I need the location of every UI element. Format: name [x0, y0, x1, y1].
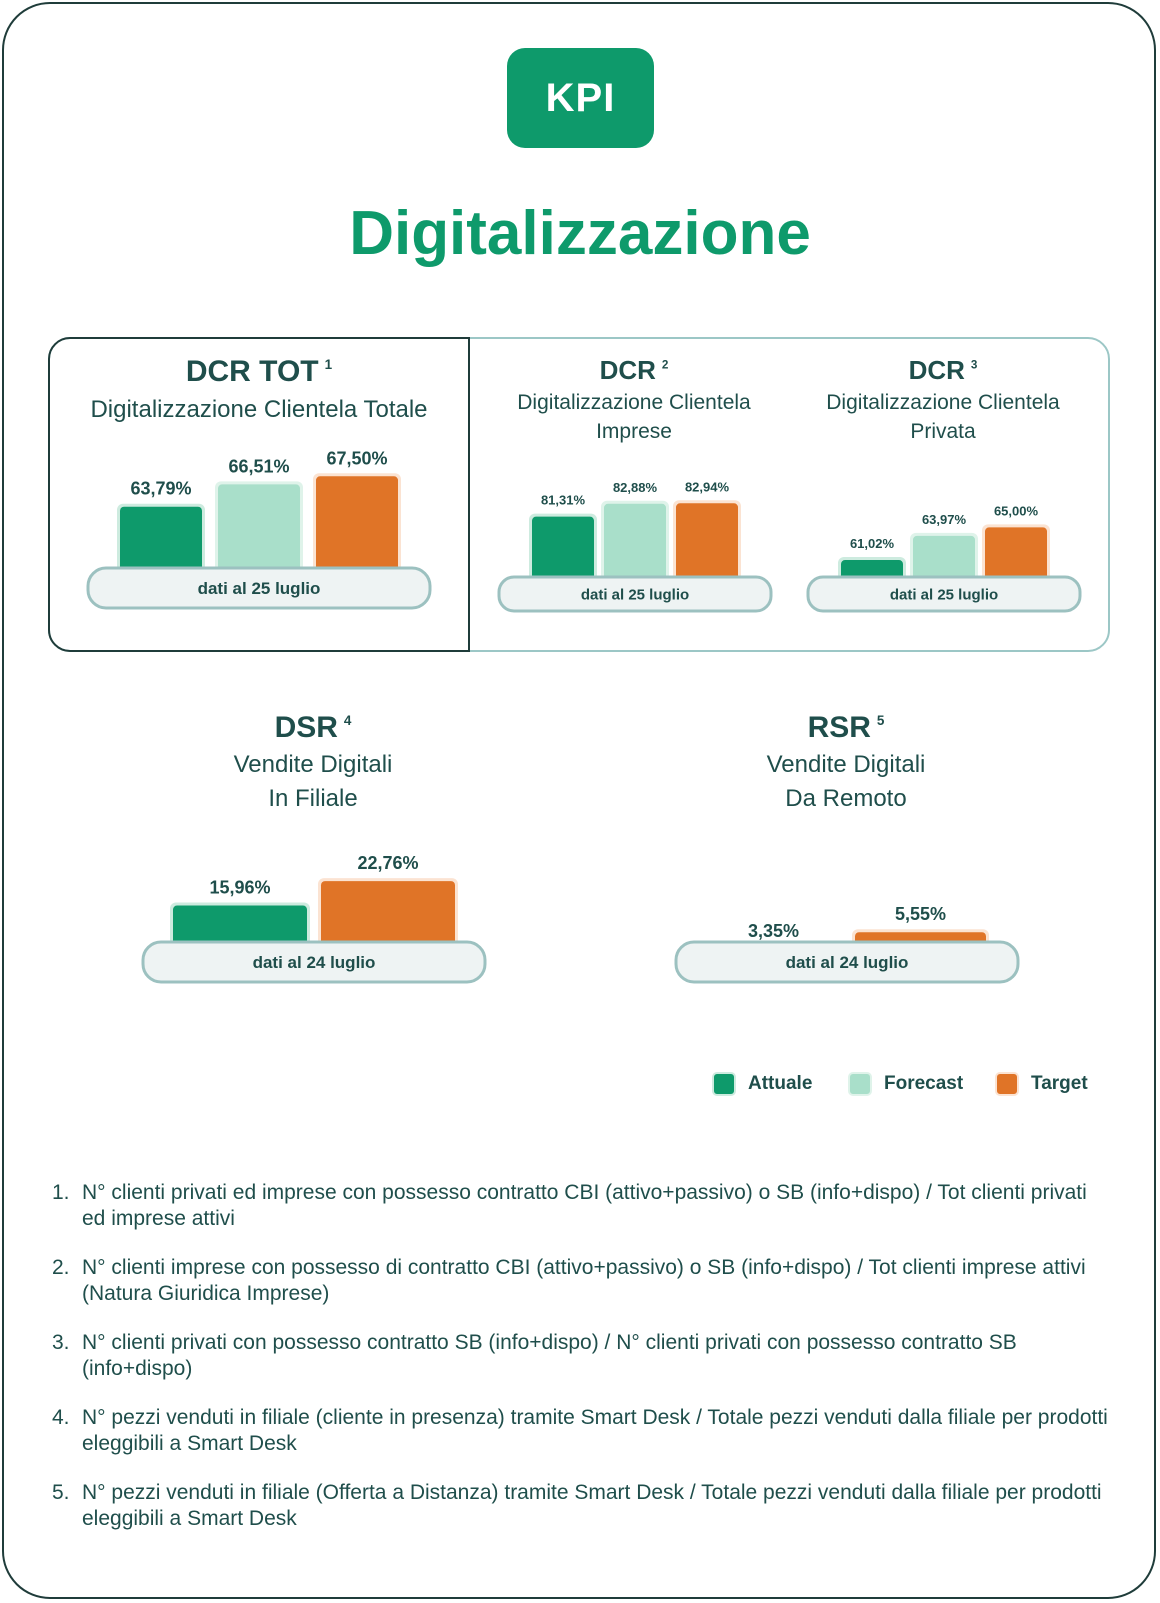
date-label: dati al 25 luglio [890, 586, 998, 603]
chart-subtitle: Digitalizzazione Clientela [826, 391, 1060, 414]
kpi-badge: KPI [507, 48, 654, 148]
data-label: 67,50% [326, 448, 387, 468]
footnote-number: 5. [52, 1481, 70, 1504]
legend-swatch [848, 1072, 872, 1096]
date-pill [806, 575, 1082, 613]
chart-1: DCR TOT 1 Digitalizzazione Clientela Total… [86, 355, 432, 610]
chart-3: DCR 3 Digitalizzazione Clientela Privata 61,… [806, 355, 1082, 613]
data-label: 63,97% [922, 512, 967, 527]
data-label: 22,76% [357, 853, 418, 873]
date-label: dati al 24 luglio [786, 953, 909, 972]
date-label: dati al 25 luglio [581, 586, 689, 603]
footnote-ref: 1 [325, 357, 333, 372]
chart-subtitle: Privata [910, 420, 976, 443]
data-label: 66,51% [228, 456, 289, 476]
page-title: Digitalizzazione [349, 199, 811, 268]
data-label: 82,94% [685, 479, 730, 494]
footnote-text: N° pezzi venduti in filiale (Offerta a D… [82, 1481, 1102, 1530]
footnote-number: 4. [52, 1406, 70, 1429]
data-label: 5,55% [895, 904, 946, 924]
chart-subtitle: Da Remoto [785, 785, 906, 812]
footnote-text: N° clienti privati con possesso contratt… [82, 1331, 1017, 1380]
footnote-text: N° clienti imprese con possesso di contr… [82, 1256, 1086, 1305]
legend-swatch [995, 1072, 1019, 1096]
footnote-ref: 5 [877, 713, 885, 728]
footnote-item: 4. N° pezzi venduti in filiale (cliente i… [52, 1405, 1112, 1457]
chart-4: DSR 4 Vendite Digitali In Filiale 15,96% 22,7… [141, 711, 487, 984]
chart-subtitle: Digitalizzazione Clientela [517, 391, 751, 414]
chart-subtitle: Digitalizzazione Clientela Totale [90, 396, 427, 423]
footnote-item: 5. N° pezzi venduti in filiale (Offerta a… [52, 1480, 1112, 1532]
chart-title: DSR 4 [275, 711, 352, 744]
legend-label: Attuale [748, 1073, 813, 1094]
bar-target [316, 476, 398, 589]
legend-label: Forecast [884, 1073, 964, 1094]
footnote-ref: 2 [662, 359, 669, 372]
footnote-text: N° pezzi venduti in filiale (cliente in … [82, 1406, 1108, 1455]
data-label: 81,31% [541, 493, 586, 508]
chart-subtitle: Vendite Digitali [767, 751, 926, 778]
footnote-number: 3. [52, 1331, 70, 1354]
chart-subtitle: In Filiale [268, 785, 357, 812]
date-pill [141, 940, 487, 984]
data-label: 82,88% [613, 480, 658, 495]
dcr-tot-panel [48, 337, 470, 652]
date-pill [497, 575, 773, 613]
bar-forecast [604, 503, 666, 595]
footnote-ref: 4 [344, 713, 352, 728]
legend-item-forecast: Forecast [848, 1072, 963, 1096]
chart-title: DCR 2 [600, 355, 669, 385]
data-label: 3,35% [748, 921, 799, 941]
legend-item-attuale: Attuale [712, 1072, 812, 1096]
footnote-text: N° clienti privati ed imprese con posses… [82, 1181, 1087, 1230]
footnotes-list: 1. N° clienti privati ed imprese con poss… [52, 1180, 1112, 1555]
chart-title: DCR TOT 1 [186, 355, 333, 388]
chart-5: RSR 5 Vendite Digitali Da Remoto 3,35% 5,55% d… [674, 711, 1020, 984]
date-label: dati al 24 luglio [253, 953, 376, 972]
data-label: 15,96% [209, 878, 270, 898]
bar-target [676, 503, 738, 595]
footnote-number: 2. [52, 1256, 70, 1279]
charts-canvas: DCR TOT 1 Digitalizzazione Clientela Total… [86, 355, 1082, 984]
chart-2: DCR 2 Digitalizzazione Clientela Imprese 81,… [497, 355, 773, 613]
data-label: 63,79% [130, 479, 191, 499]
data-label: 61,02% [850, 536, 895, 551]
legend-label: Target [1031, 1073, 1088, 1094]
legend: Attuale Forecast Target [0, 1072, 1160, 1102]
chart-subtitle: Imprese [596, 420, 672, 443]
footnote-item: 3. N° clienti privati con possesso contra… [52, 1330, 1112, 1382]
data-label: 65,00% [994, 503, 1039, 518]
bar-forecast [218, 484, 300, 589]
footnote-ref: 3 [971, 359, 978, 372]
date-label: dati al 25 luglio [198, 579, 321, 598]
bar-attuale [532, 516, 594, 595]
date-pill [674, 940, 1020, 984]
footnote-item: 1. N° clienti privati ed imprese con poss… [52, 1180, 1112, 1232]
footnote-item: 2. N° clienti imprese con possesso di con… [52, 1255, 1112, 1307]
date-pill [86, 566, 432, 610]
chart-subtitle: Vendite Digitali [234, 751, 393, 778]
legend-swatch [712, 1072, 736, 1096]
footnote-number: 1. [52, 1181, 70, 1204]
chart-title: RSR 5 [808, 711, 885, 744]
legend-item-target: Target [995, 1072, 1088, 1096]
chart-title: DCR 3 [909, 355, 978, 385]
